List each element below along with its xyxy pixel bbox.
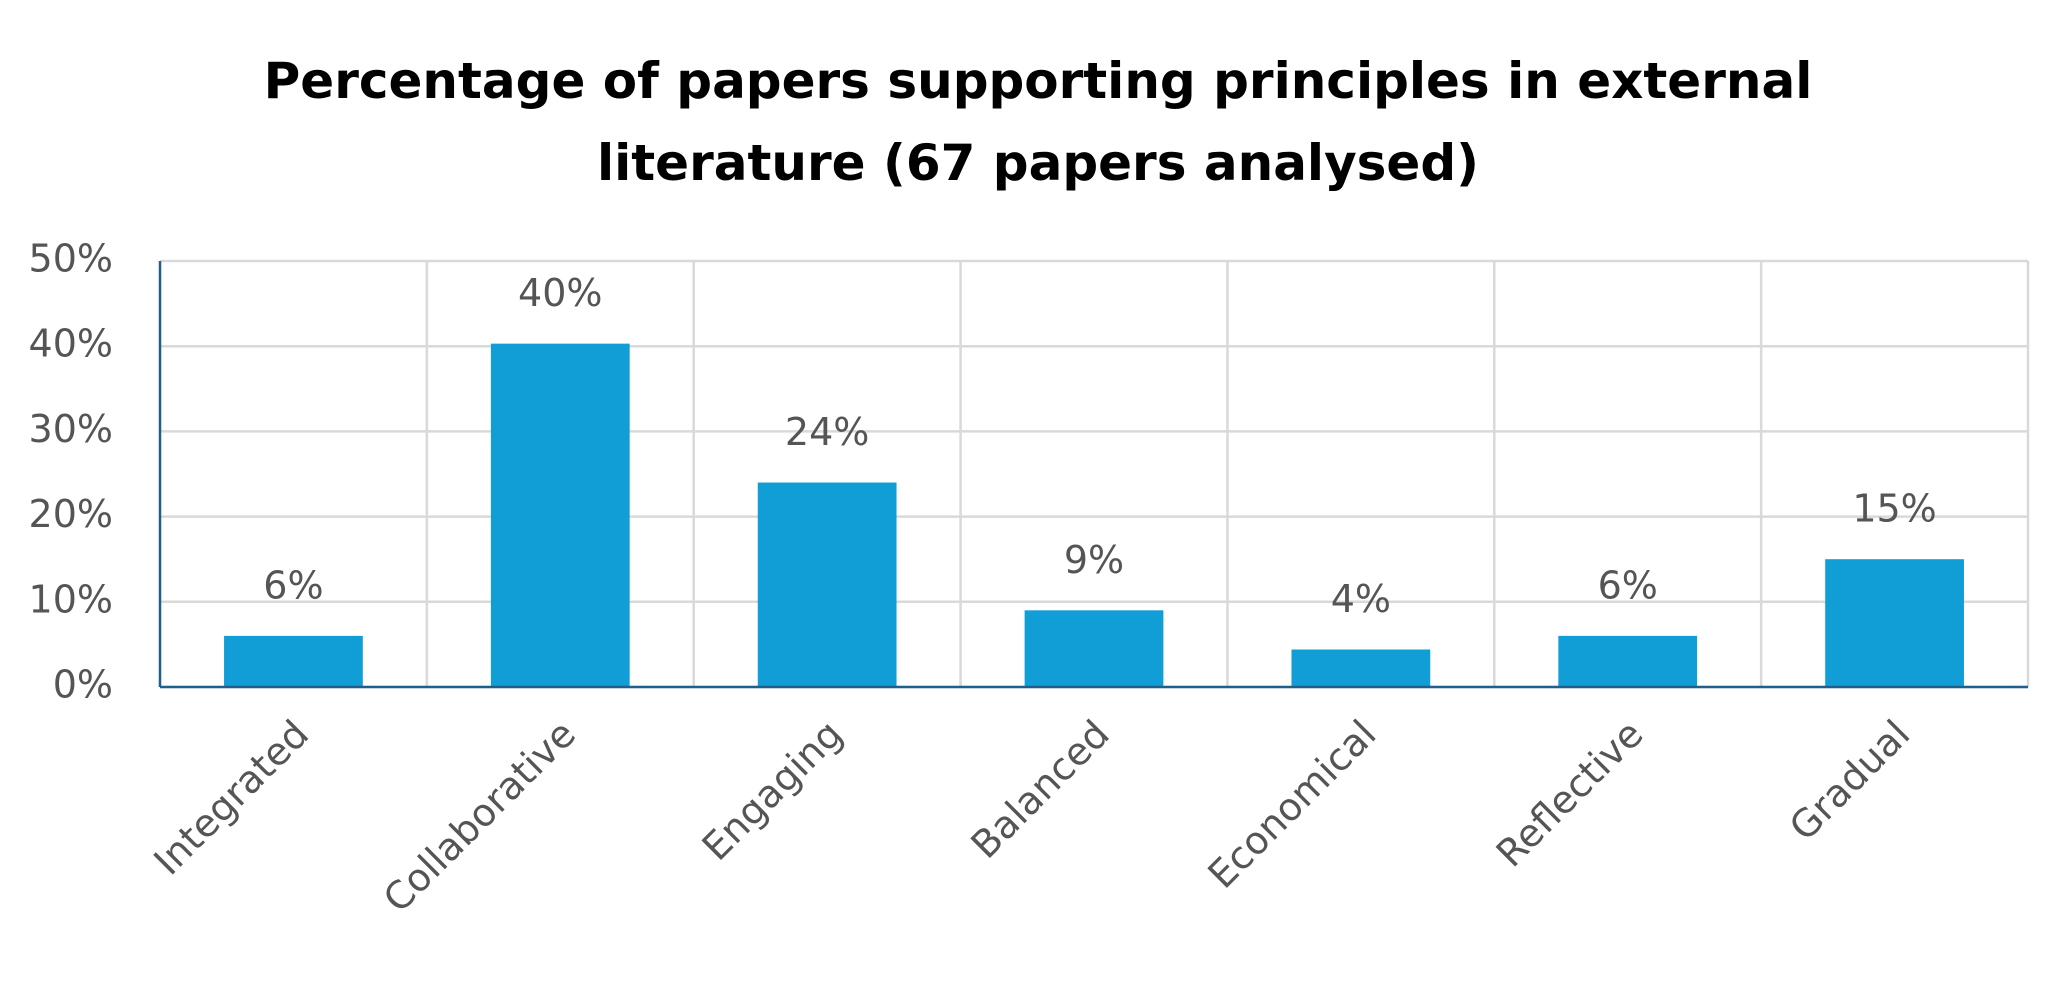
bar xyxy=(1024,610,1164,687)
x-tick-label: Collaborative xyxy=(375,712,584,921)
x-tick-label: Economical xyxy=(1200,712,1385,897)
data-label: 40% xyxy=(518,271,602,315)
data-label: 9% xyxy=(1064,538,1124,582)
bar xyxy=(1291,649,1431,687)
y-tick-label: 50% xyxy=(29,237,113,281)
x-tick-label: Engaging xyxy=(694,712,851,869)
bar xyxy=(1825,559,1964,687)
bar xyxy=(224,635,363,687)
data-label: 6% xyxy=(263,563,323,607)
data-label: 24% xyxy=(785,410,869,454)
x-tick-label: Integrated xyxy=(145,712,317,884)
x-tick-label: Reflective xyxy=(1488,712,1652,876)
y-tick-label: 40% xyxy=(29,322,113,366)
chart-title: Percentage of papers supporting principl… xyxy=(263,52,1813,192)
y-tick-label: 0% xyxy=(53,663,113,707)
bar xyxy=(757,482,897,687)
x-tick-label: Gradual xyxy=(1781,712,1918,849)
y-tick-label: 10% xyxy=(29,577,113,621)
bar xyxy=(490,343,630,687)
bar xyxy=(1558,635,1698,687)
x-tick-label: Balanced xyxy=(962,712,1117,867)
y-tick-label: 30% xyxy=(29,407,113,451)
data-label: 6% xyxy=(1598,563,1658,607)
data-label: 15% xyxy=(1852,487,1936,531)
y-tick-label: 20% xyxy=(29,492,113,536)
data-label: 4% xyxy=(1331,577,1391,621)
